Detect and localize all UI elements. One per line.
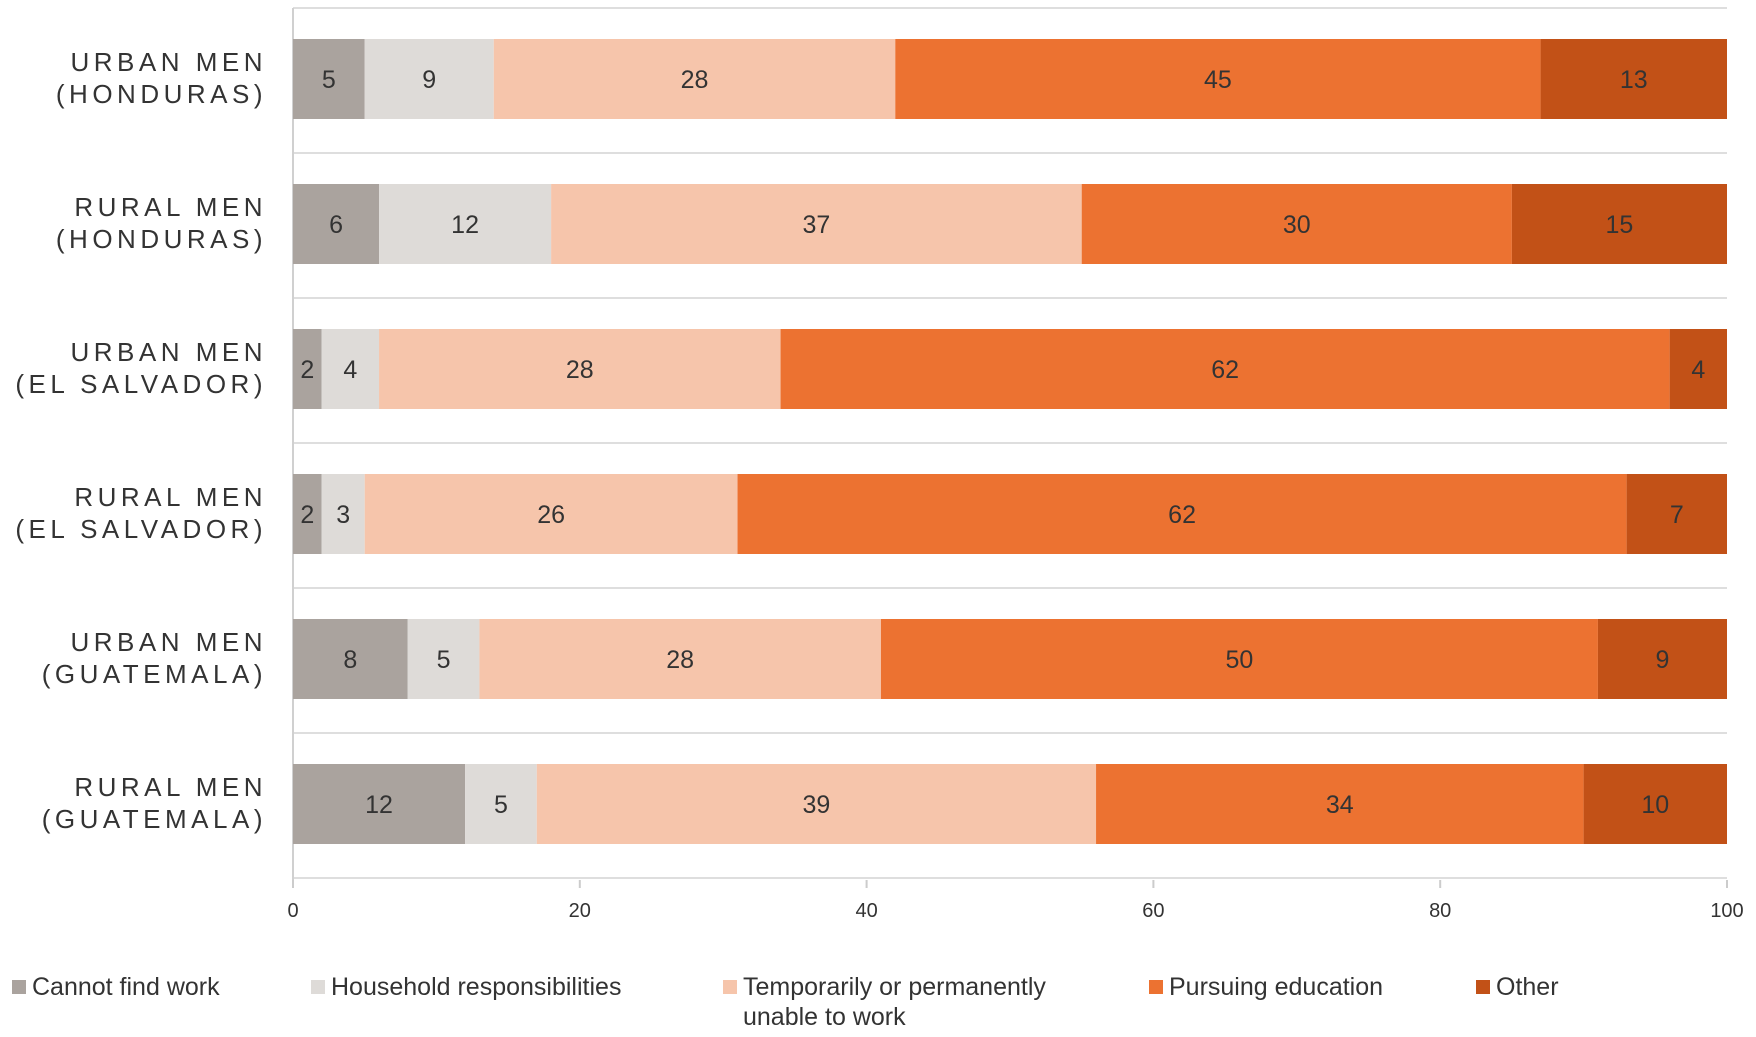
bar-segment xyxy=(293,329,322,409)
bar-segment xyxy=(364,474,738,554)
category-label: RURAL MEN xyxy=(74,482,267,512)
data-label: 26 xyxy=(537,501,565,529)
category-label: (GUATEMALA) xyxy=(42,804,267,834)
legend-swatch xyxy=(723,980,737,994)
category-label: (HONDURAS) xyxy=(56,79,267,109)
bar-segment xyxy=(737,474,1627,554)
data-label: 34 xyxy=(1326,791,1354,819)
data-label: 7 xyxy=(1670,501,1684,529)
category-label: (EL SALVADOR) xyxy=(15,514,267,544)
data-label: 3 xyxy=(336,501,350,529)
category-label: URBAN MEN xyxy=(70,337,267,367)
bar-segment xyxy=(880,619,1598,699)
legend-swatch xyxy=(311,980,325,994)
data-label: 12 xyxy=(365,791,393,819)
data-label: 39 xyxy=(803,791,831,819)
data-label: 9 xyxy=(1656,646,1670,674)
data-label: 10 xyxy=(1641,791,1669,819)
chart-legend: Cannot find work Household responsibilit… xyxy=(0,972,1756,1037)
bar-segment xyxy=(293,184,380,264)
bar-segment xyxy=(1096,764,1584,844)
data-label: 28 xyxy=(681,66,709,94)
x-tick-label: 20 xyxy=(569,900,591,922)
bar-segment xyxy=(407,619,480,699)
bar-segment xyxy=(321,329,380,409)
legend-item-other: Other xyxy=(1476,972,1559,1002)
bar-segment xyxy=(1626,474,1727,554)
x-tick-label: 60 xyxy=(1142,900,1164,922)
data-label: 15 xyxy=(1606,211,1634,239)
data-label: 8 xyxy=(343,646,357,674)
legend-label: Pursuing education xyxy=(1169,973,1384,1001)
x-tick-label: 100 xyxy=(1710,900,1743,922)
data-label: 4 xyxy=(1691,356,1705,384)
data-label: 4 xyxy=(343,356,357,384)
x-tick-label: 40 xyxy=(855,900,877,922)
legend-item-unable-to-work: Temporarily or permanently unable to wor… xyxy=(723,972,1123,1032)
bar-segment xyxy=(493,39,896,119)
bar-segment xyxy=(780,329,1670,409)
data-label: 6 xyxy=(329,211,343,239)
data-label: 13 xyxy=(1620,66,1648,94)
bar-segment xyxy=(379,184,552,264)
data-label: 2 xyxy=(300,356,314,384)
bar-segment xyxy=(364,39,494,119)
data-label: 45 xyxy=(1204,66,1232,94)
legend-item-pursuing-education: Pursuing education xyxy=(1149,972,1383,1002)
category-label: RURAL MEN xyxy=(74,772,267,802)
legend-label: Other xyxy=(1496,973,1559,1001)
bar-segment xyxy=(379,329,781,409)
legend-item-cannot-find-work: Cannot find work xyxy=(12,972,220,1002)
legend-label: Household responsibilities xyxy=(331,973,622,1001)
bar-segment xyxy=(1511,184,1727,264)
legend-swatch xyxy=(1476,980,1490,994)
data-label: 9 xyxy=(422,66,436,94)
category-label: (HONDURAS) xyxy=(56,224,267,254)
bar-segment xyxy=(1583,764,1727,844)
bar-segment xyxy=(293,474,322,554)
data-label: 50 xyxy=(1226,646,1254,674)
legend-label: Temporarily or permanently unable to wor… xyxy=(743,973,1046,1031)
bar-segment xyxy=(536,764,1097,844)
bar-segment xyxy=(1669,329,1727,409)
x-tick-label: 80 xyxy=(1429,900,1451,922)
bar-segment xyxy=(465,764,537,844)
data-label: 5 xyxy=(322,66,336,94)
category-label: URBAN MEN xyxy=(70,47,267,77)
data-label: 5 xyxy=(437,646,451,674)
category-label: (GUATEMALA) xyxy=(42,659,267,689)
bar-segment xyxy=(293,764,466,844)
category-label: RURAL MEN xyxy=(74,192,267,222)
bar-segment xyxy=(293,39,365,119)
data-label: 30 xyxy=(1283,211,1311,239)
data-label: 62 xyxy=(1211,356,1239,384)
category-label: (EL SALVADOR) xyxy=(15,369,267,399)
bar-segment xyxy=(479,619,881,699)
data-label: 37 xyxy=(803,211,831,239)
legend-swatch xyxy=(1149,980,1163,994)
bar-segment xyxy=(895,39,1541,119)
bar-segment xyxy=(1081,184,1512,264)
data-label: 28 xyxy=(566,356,594,384)
bar-segment xyxy=(321,474,365,554)
data-label: 5 xyxy=(494,791,508,819)
bar-segment xyxy=(551,184,1082,264)
bar-segment xyxy=(293,619,408,699)
data-label: 2 xyxy=(300,501,314,529)
x-tick-label: 0 xyxy=(287,900,298,922)
data-label: 12 xyxy=(451,211,479,239)
bar-segment xyxy=(1540,39,1727,119)
data-label: 28 xyxy=(666,646,694,674)
legend-label: Cannot find work xyxy=(32,973,220,1001)
category-label: URBAN MEN xyxy=(70,627,267,657)
bar-segment xyxy=(1597,619,1727,699)
legend-item-household-responsibilities: Household responsibilities xyxy=(311,972,621,1002)
data-label: 62 xyxy=(1168,501,1196,529)
legend-swatch xyxy=(12,980,26,994)
